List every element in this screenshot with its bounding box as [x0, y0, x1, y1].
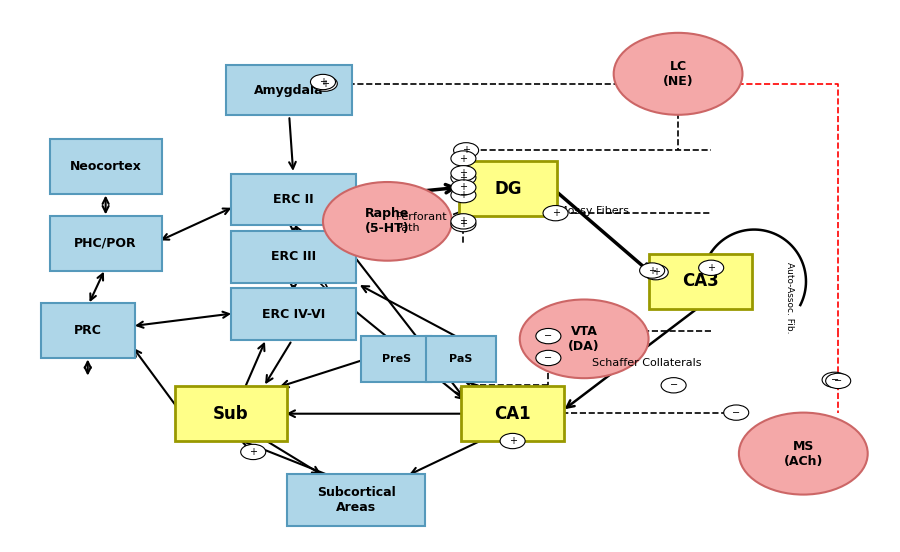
Text: Schaffer Collaterals: Schaffer Collaterals: [592, 358, 701, 368]
FancyBboxPatch shape: [231, 288, 356, 340]
Text: Auto-Assoc. Fib.: Auto-Assoc. Fib.: [786, 262, 795, 333]
Text: +: +: [249, 447, 257, 457]
FancyBboxPatch shape: [231, 231, 356, 283]
Text: +: +: [648, 266, 656, 275]
Text: +: +: [459, 216, 467, 226]
Circle shape: [536, 351, 561, 365]
Circle shape: [451, 188, 476, 203]
Text: LC
(NE): LC (NE): [662, 60, 693, 88]
Text: ERC III: ERC III: [271, 251, 316, 263]
Text: −: −: [831, 375, 839, 385]
FancyBboxPatch shape: [287, 474, 426, 526]
Text: +: +: [459, 153, 467, 163]
Text: +: +: [707, 263, 716, 273]
FancyBboxPatch shape: [175, 386, 287, 441]
Circle shape: [451, 214, 476, 229]
Text: MS
(ACh): MS (ACh): [784, 439, 823, 468]
FancyBboxPatch shape: [227, 65, 352, 115]
FancyBboxPatch shape: [426, 336, 496, 383]
Text: +: +: [508, 436, 517, 446]
Circle shape: [698, 260, 724, 275]
Text: Amygdala: Amygdala: [254, 84, 324, 97]
Text: +: +: [462, 145, 470, 155]
Text: VTA
(DA): VTA (DA): [569, 325, 600, 353]
Circle shape: [543, 205, 568, 221]
FancyBboxPatch shape: [461, 386, 564, 441]
Circle shape: [825, 373, 850, 389]
FancyBboxPatch shape: [459, 161, 557, 216]
Ellipse shape: [323, 182, 452, 261]
Circle shape: [536, 328, 561, 344]
Text: −: −: [834, 376, 842, 386]
Text: ERC IV-VI: ERC IV-VI: [262, 308, 325, 321]
Text: +: +: [459, 173, 467, 183]
Text: PHC/POR: PHC/POR: [75, 237, 137, 250]
Ellipse shape: [520, 300, 649, 378]
Text: Perforant
Path: Perforant Path: [396, 211, 448, 233]
Circle shape: [310, 75, 336, 89]
Text: +: +: [459, 190, 467, 200]
Circle shape: [451, 180, 476, 195]
Text: Mossy Fibers: Mossy Fibers: [558, 206, 628, 216]
FancyBboxPatch shape: [649, 254, 752, 309]
Text: CA3: CA3: [682, 273, 719, 290]
Circle shape: [451, 216, 476, 232]
Text: −: −: [670, 380, 678, 390]
Text: −: −: [544, 353, 553, 363]
Text: −: −: [544, 331, 553, 341]
Circle shape: [644, 264, 668, 280]
Circle shape: [724, 405, 749, 420]
Text: PRC: PRC: [74, 324, 102, 337]
Circle shape: [451, 166, 476, 181]
Text: Sub: Sub: [213, 405, 248, 423]
Text: DG: DG: [494, 179, 522, 198]
Circle shape: [454, 142, 479, 158]
Circle shape: [500, 433, 525, 449]
Text: +: +: [459, 183, 467, 193]
Circle shape: [822, 372, 847, 388]
FancyBboxPatch shape: [50, 140, 161, 194]
Circle shape: [312, 76, 338, 91]
FancyBboxPatch shape: [50, 216, 161, 270]
Text: ERC II: ERC II: [274, 193, 314, 206]
Text: +: +: [459, 168, 467, 178]
Circle shape: [640, 263, 665, 278]
Text: +: +: [459, 219, 467, 229]
FancyBboxPatch shape: [231, 173, 356, 225]
Circle shape: [662, 378, 686, 393]
Circle shape: [240, 444, 266, 460]
Text: +: +: [319, 77, 327, 87]
Text: Raphe
(5-HT): Raphe (5-HT): [365, 208, 410, 235]
Circle shape: [451, 170, 476, 185]
Text: PreS: PreS: [382, 354, 411, 364]
Text: +: +: [652, 267, 660, 277]
Text: +: +: [552, 208, 560, 218]
Text: PaS: PaS: [449, 354, 473, 364]
Text: CA1: CA1: [494, 405, 531, 423]
Text: +: +: [320, 78, 328, 89]
Text: Subcortical
Areas: Subcortical Areas: [317, 486, 395, 514]
Circle shape: [451, 151, 476, 166]
Text: Neocortex: Neocortex: [69, 160, 141, 173]
Ellipse shape: [614, 33, 742, 115]
Text: −: −: [733, 407, 741, 418]
Ellipse shape: [739, 412, 868, 495]
FancyBboxPatch shape: [362, 336, 431, 383]
FancyBboxPatch shape: [40, 303, 135, 358]
